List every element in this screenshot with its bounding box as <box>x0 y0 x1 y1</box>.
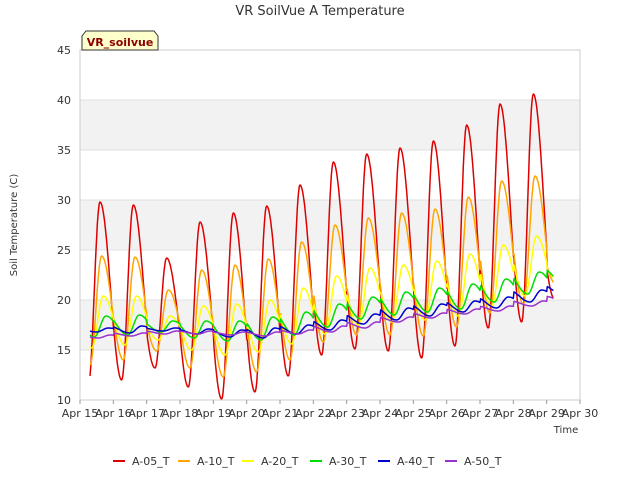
x-tick-label-5: Apr 20 <box>228 407 265 420</box>
series-line-a-30_t <box>89 269 554 342</box>
x-tick-label-8: Apr 23 <box>328 407 365 420</box>
x-tick-label-9: Apr 24 <box>362 407 399 420</box>
station-label: VR_soilvue <box>87 36 154 49</box>
series-lines <box>89 93 554 400</box>
x-tick-label-15: Apr 30 <box>562 407 599 420</box>
legend-label: A-50_T <box>464 455 502 468</box>
legend-label: A-40_T <box>397 455 435 468</box>
x-tick-label-0: Apr 15 <box>62 407 99 420</box>
x-axis-label: Time <box>553 425 578 436</box>
station-badge: VR_soilvue <box>81 30 159 51</box>
x-tick-label-11: Apr 26 <box>428 407 465 420</box>
y-tick-label-4: 30 <box>57 194 71 207</box>
y-tick-label-3: 25 <box>57 244 71 257</box>
legend-label: A-05_T <box>132 455 170 468</box>
x-tick-label-6: Apr 21 <box>262 407 299 420</box>
legend-item-a-05_t: A-05_T <box>113 455 170 468</box>
y-tick-label-6: 40 <box>57 94 71 107</box>
legend-item-a-10_t: A-10_T <box>178 455 235 468</box>
x-tick-label-4: Apr 19 <box>195 407 232 420</box>
y-tick-label-2: 20 <box>57 294 71 307</box>
chart-title: VR SoilVue A Temperature <box>235 4 404 19</box>
x-tick-label-13: Apr 28 <box>495 407 532 420</box>
legend: A-05_T A-10_T A-20_T A-30_T A-40_T A-50_T <box>113 455 502 468</box>
x-tick-label-10: Apr 25 <box>395 407 432 420</box>
y-axis-ticks: 10 15 20 25 30 35 40 45 <box>57 44 71 407</box>
legend-label: A-20_T <box>261 455 299 468</box>
y-tick-label-1: 15 <box>57 344 71 357</box>
y-tick-label-7: 45 <box>57 44 71 57</box>
series-line-a-10_t <box>89 175 554 378</box>
x-tick-label-12: Apr 27 <box>462 407 499 420</box>
station-badge-box <box>81 30 159 51</box>
y-tick-label-5: 35 <box>57 144 71 157</box>
legend-item-a-40_t: A-40_T <box>378 455 435 468</box>
series-line-a-50_t <box>89 295 554 339</box>
legend-item-a-50_t: A-50_T <box>445 455 502 468</box>
series-line-a-05_t <box>89 93 554 400</box>
y-axis-label: Soil Temperature (C) <box>9 174 20 277</box>
legend-label: A-30_T <box>329 455 367 468</box>
x-tick-label-2: Apr 17 <box>128 407 165 420</box>
legend-label: A-10_T <box>197 455 235 468</box>
series-line-a-40_t <box>89 285 554 339</box>
x-tick-label-1: Apr 16 <box>95 407 132 420</box>
x-tick-label-7: Apr 22 <box>295 407 332 420</box>
x-tick-label-14: Apr 29 <box>528 407 565 420</box>
x-tick-label-3: Apr 18 <box>162 407 199 420</box>
legend-item-a-30_t: A-30_T <box>310 455 367 468</box>
plot-border <box>79 49 581 401</box>
legend-item-a-20_t: A-20_T <box>242 455 299 468</box>
y-tick-label-0: 10 <box>57 394 71 407</box>
series-line-a-20_t <box>89 235 554 356</box>
